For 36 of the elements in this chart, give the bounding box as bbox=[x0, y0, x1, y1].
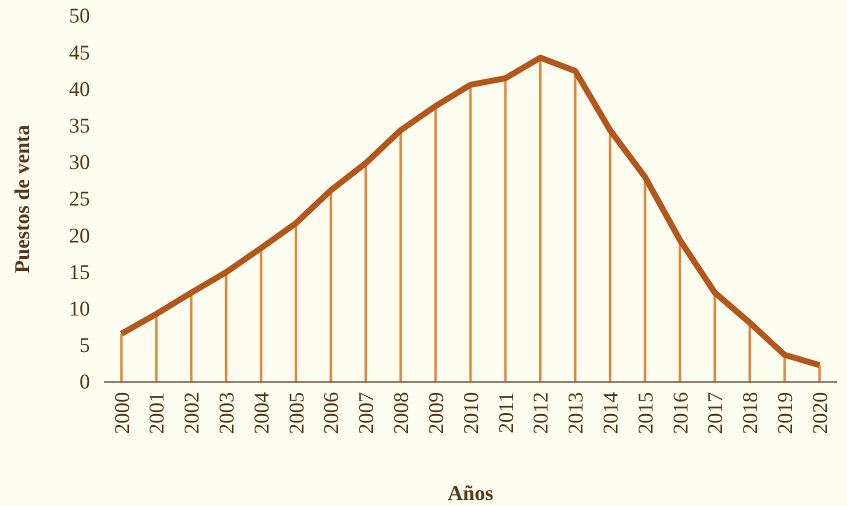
x-tick-label: 2009 bbox=[424, 392, 448, 434]
x-tick-label: 2016 bbox=[668, 392, 692, 434]
x-tick-label: 2002 bbox=[180, 392, 204, 434]
x-tick-label: 2017 bbox=[703, 392, 728, 434]
y-tick-label: 40 bbox=[69, 76, 90, 101]
x-tick-label: 2007 bbox=[354, 392, 378, 434]
x-tick-label: 2019 bbox=[772, 392, 797, 434]
y-tick-label: 25 bbox=[69, 186, 90, 211]
y-tick-label: 45 bbox=[69, 40, 90, 64]
x-tick-label: 2001 bbox=[144, 392, 169, 434]
y-tick-label: 15 bbox=[69, 260, 90, 284]
x-tick-label: 2015 bbox=[633, 392, 658, 434]
y-tick-label: 0 bbox=[80, 370, 90, 394]
x-tick-label: 2006 bbox=[319, 392, 344, 434]
x-tick-label: 2003 bbox=[214, 392, 239, 434]
x-tick-label: 2018 bbox=[738, 392, 762, 434]
y-tick-label: 20 bbox=[69, 223, 90, 248]
x-tick-label: 2005 bbox=[284, 392, 308, 434]
x-tick-label: 2020 bbox=[808, 392, 832, 434]
x-tick-label: 2010 bbox=[458, 392, 483, 434]
x-tick-label: 2014 bbox=[598, 392, 622, 434]
y-tick-label: 50 bbox=[69, 4, 90, 28]
x-tick-label: 2011 bbox=[494, 392, 518, 434]
y-tick-label: 5 bbox=[80, 333, 90, 358]
x-axis-title: Años bbox=[448, 481, 494, 505]
y-tick-label: 30 bbox=[69, 150, 90, 174]
x-tick-label: 2004 bbox=[249, 392, 274, 434]
x-tick-label: 2013 bbox=[564, 392, 588, 434]
y-tick-label: 35 bbox=[69, 114, 90, 138]
bar bbox=[120, 334, 123, 382]
x-tick-label: 2000 bbox=[110, 392, 134, 434]
x-tick-label: 2008 bbox=[389, 392, 414, 434]
bar bbox=[818, 365, 821, 382]
x-tick-label: 2012 bbox=[528, 392, 553, 434]
y-axis-title: Puestos de venta bbox=[10, 124, 34, 274]
y-tick-label: 10 bbox=[69, 296, 90, 321]
